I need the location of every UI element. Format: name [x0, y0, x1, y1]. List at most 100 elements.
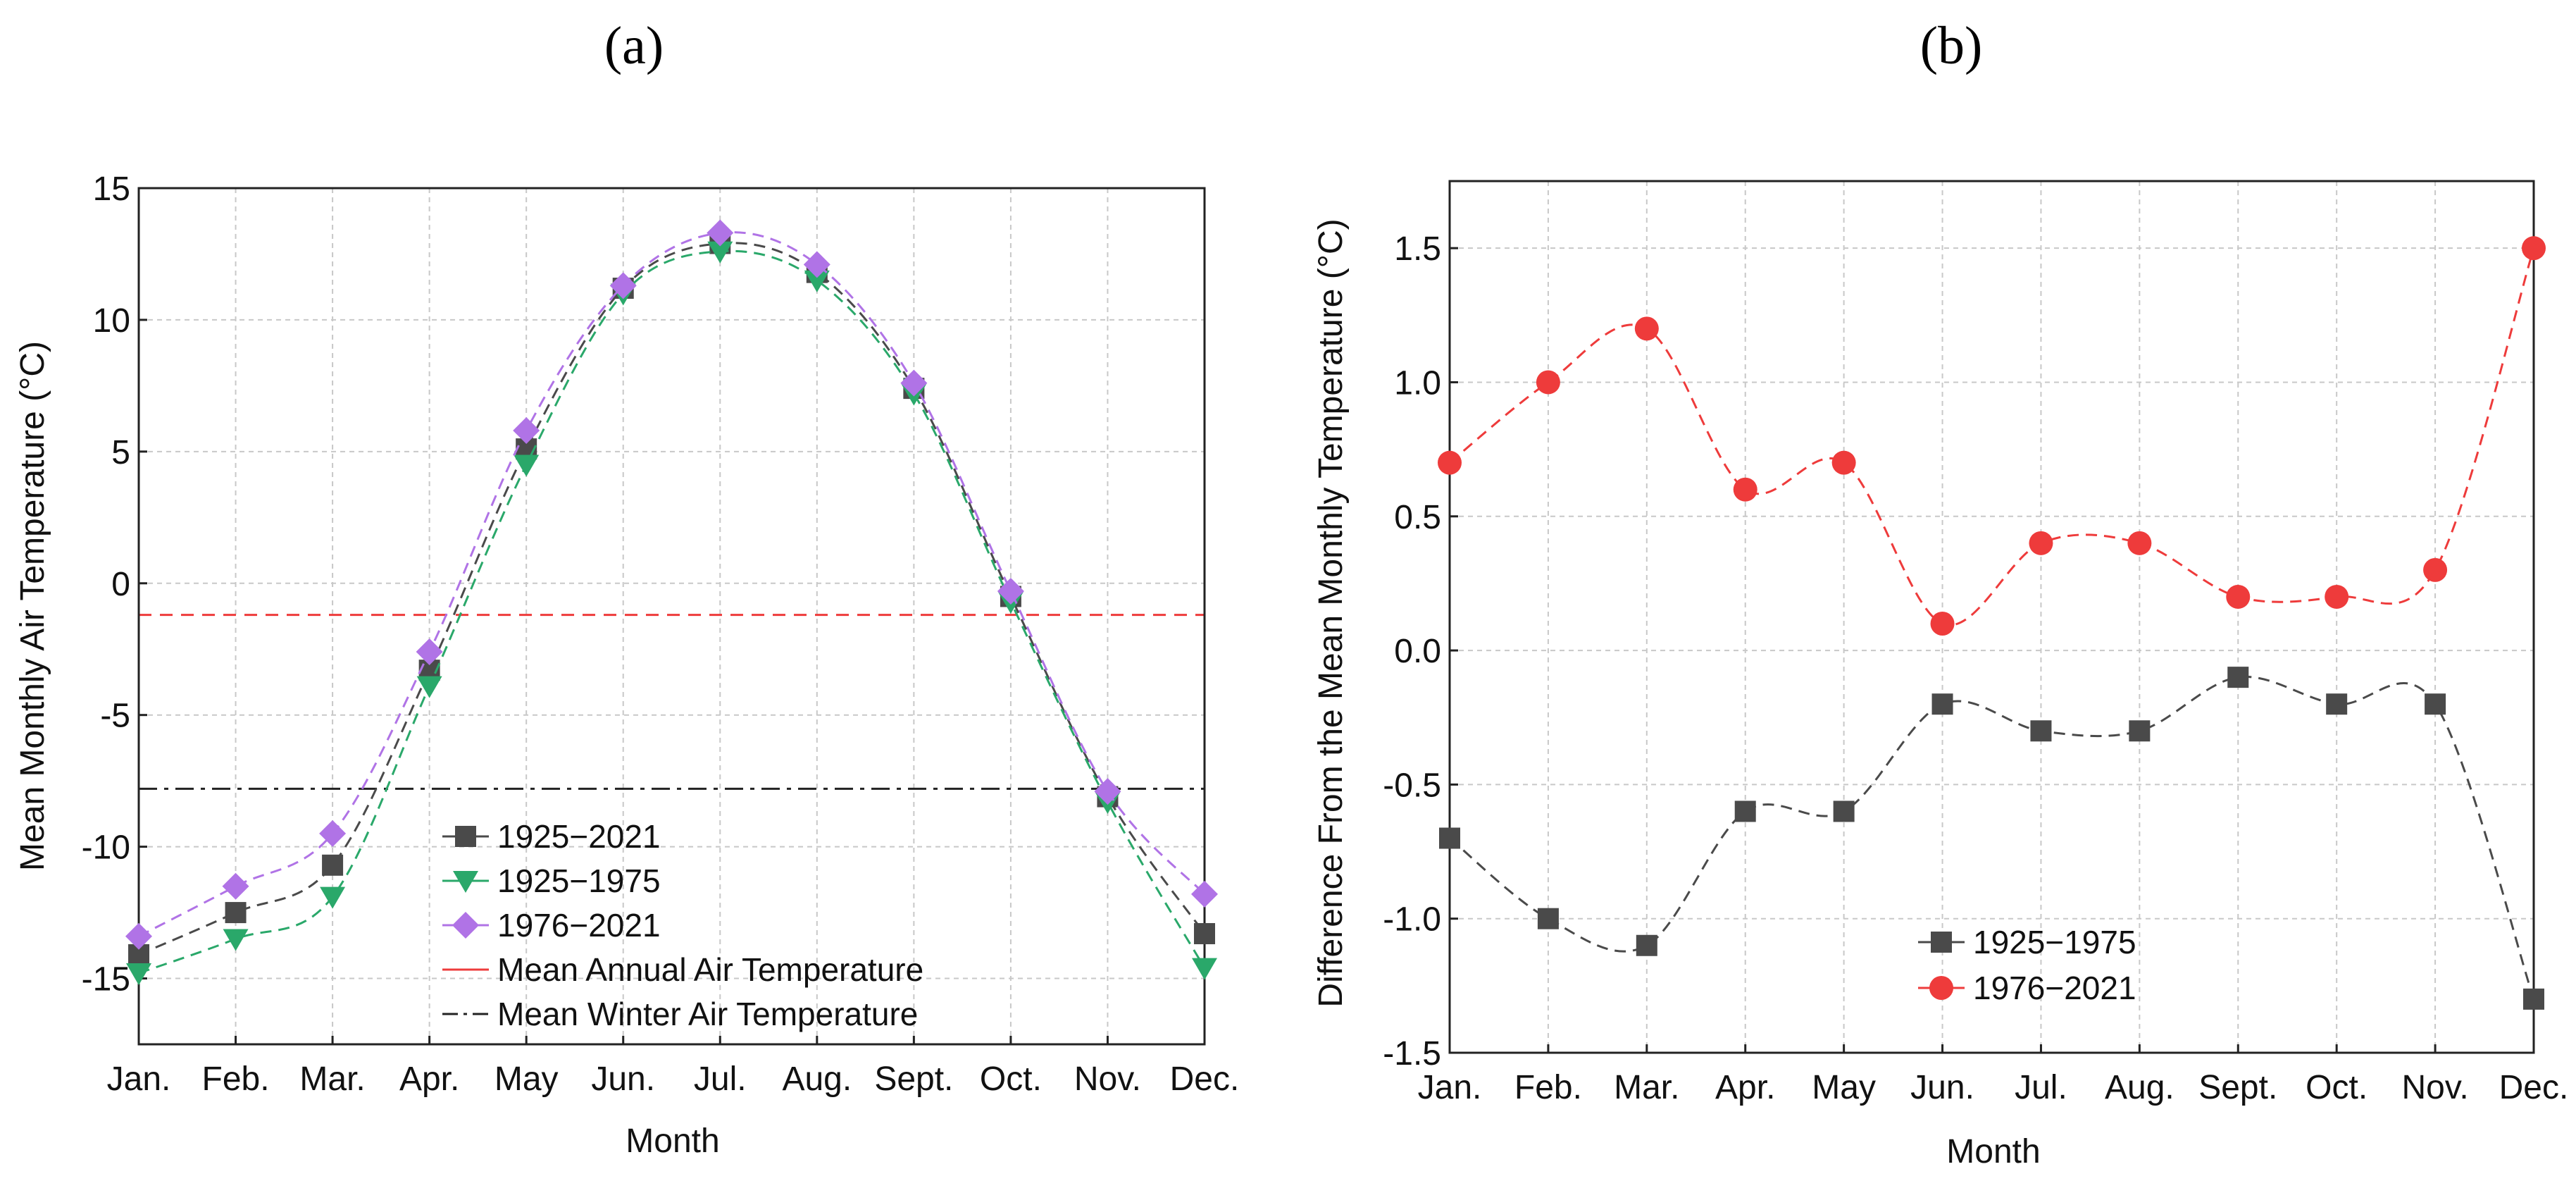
chart-b-xtick-label: Dec.: [2499, 1069, 2569, 1106]
chart-a-series-2-point: [1191, 880, 1218, 908]
chart-b-ytick-label: 0.5: [1394, 499, 1441, 536]
chart-b: Month Difference From the Mean Monthly T…: [1312, 180, 2569, 1170]
chart-a-ylabel: Mean Monthly Air Temperature (°C): [14, 341, 51, 871]
chart-a-series-2-point: [125, 922, 152, 950]
chart-b-xtick-label: Aug.: [2105, 1069, 2174, 1106]
chart-a-xtick-label: Dec.: [1170, 1061, 1240, 1098]
chart-b-series-1-point: [1831, 450, 1856, 475]
chart-a-series-2-point: [803, 251, 830, 278]
chart-a-series-1-point: [1192, 958, 1217, 980]
chart-a-series-1-point: [223, 929, 249, 951]
chart-b-xtick-label: Jul.: [2015, 1069, 2067, 1106]
chart-a-series-2-point: [222, 872, 249, 900]
chart-b-series-1-point: [2127, 531, 2152, 555]
chart-b-series-1-point: [2029, 531, 2053, 555]
chart-a-xtick-label: May: [494, 1061, 559, 1098]
chart-b-xtick-label: Oct.: [2306, 1069, 2367, 1106]
chart-a-xtick-label: Mar.: [299, 1061, 365, 1098]
chart-a-xtick-label: Oct.: [980, 1061, 1042, 1098]
chart-a-legend-label: 1976−2021: [497, 907, 661, 944]
chart-b-series-0-point: [2227, 667, 2249, 688]
chart-b-xtick-label: Jun.: [1910, 1069, 1974, 1106]
chart-a-series-2-point: [319, 820, 347, 847]
chart-a-legend-marker: [455, 826, 476, 847]
chart-b-xtick-label: Mar.: [1614, 1069, 1679, 1106]
chart-a-legend-label: 1925−1975: [497, 862, 661, 899]
chart-b-series-1-point: [1438, 450, 1462, 475]
chart-b-xtick-label: May: [1812, 1069, 1876, 1106]
chart-a-ytick-label: 10: [93, 302, 130, 340]
chart-b-legend-marker: [1931, 932, 1952, 953]
chart-a-series-line-2: [138, 231, 1206, 938]
chart-a-series-2-point: [609, 272, 637, 299]
chart-a-xtick-label: Aug.: [782, 1061, 852, 1098]
chart-a-ytick-label: -10: [82, 829, 130, 867]
chart-a-xlabel: Month: [626, 1123, 719, 1160]
chart-b-plot-frame: [1448, 180, 2535, 1054]
chart-b-series-0-point: [1833, 800, 1855, 822]
chart-a-series-1-point: [707, 241, 733, 264]
chart-b-series-0-point: [1439, 827, 1460, 849]
chart-a-series-0-point: [1194, 922, 1215, 944]
chart-a-series-2-point: [513, 416, 540, 444]
chart-b-series-1-point: [2423, 557, 2448, 582]
chart-b-series-1-point: [2226, 584, 2251, 609]
chart-b-xtick-label: Jan.: [1418, 1069, 1482, 1106]
chart-b-series-0-point: [1931, 693, 1953, 715]
chart-b-legend-marker: [1929, 976, 1953, 1000]
chart-b-xlabel: Month: [1946, 1133, 2040, 1170]
chart-a-series-1-point: [514, 455, 540, 477]
chart-b-series-0-point: [1636, 934, 1657, 956]
chart-b-series-1-point: [2522, 236, 2546, 261]
chart-a-series-2-point: [707, 219, 734, 247]
chart-b-series-0-point: [2523, 988, 2544, 1010]
chart-a-legend-label: Mean Annual Air Temperature: [497, 951, 923, 988]
chart-a-xtick-label: Apr.: [399, 1061, 459, 1098]
chart-a-series-1-point: [804, 270, 830, 292]
chart-b-grid: [1450, 181, 2534, 1053]
chart-a-legend-marker: [452, 912, 479, 939]
chart-a: Month Mean Monthly Air Temperature (°C) …: [14, 171, 1239, 1160]
chart-a-ytick-label: 5: [111, 434, 130, 471]
chart-b-series-0-point: [1734, 800, 1756, 822]
chart-b-ytick-label: 1.0: [1394, 364, 1441, 402]
chart-a-series-line-0: [138, 242, 1206, 956]
chart-b-series-0-point: [2030, 720, 2052, 742]
chart-a-legend-label: 1925−2021: [497, 818, 661, 855]
chart-a-series-0-point: [225, 902, 247, 924]
chart-b-series-line-0: [1449, 675, 2535, 1000]
chart-b-ylabel: Difference From the Mean Monthly Tempera…: [1312, 218, 1350, 1007]
chart-a-legend-marker: [453, 871, 478, 893]
chart-b-xtick-label: Sept.: [2198, 1069, 2277, 1106]
chart-b-series-1-point: [1536, 370, 1560, 395]
chart-b-ytick-label: -0.5: [1383, 767, 1441, 804]
chart-b-series-1-point: [2325, 584, 2349, 609]
chart-a-ytick-label: -5: [100, 698, 130, 735]
chart-a-series-2-point: [997, 577, 1024, 605]
chart-b-legend-label: 1925−1975: [1973, 924, 2136, 960]
chart-b-xtick-label: Apr.: [1715, 1069, 1775, 1106]
chart-a-plot-frame: [137, 187, 1206, 1046]
chart-a-series-2-point: [900, 369, 928, 397]
chart-a-legend-label: Mean Winter Air Temperature: [497, 996, 918, 1032]
chart-a-xtick-label: Feb.: [202, 1061, 270, 1098]
chart-a-series-0-point: [322, 854, 344, 876]
chart-b-series-1-point: [1733, 477, 1757, 502]
chart-a-series-2-point: [416, 638, 443, 665]
chart-a-ytick-label: 15: [93, 171, 130, 208]
chart-a-series-line-1: [138, 249, 1206, 975]
chart-b-xtick-label: Nov.: [2402, 1069, 2469, 1106]
chart-b-ytick-label: -1.0: [1383, 901, 1441, 939]
chart-b-series-1-point: [1634, 316, 1659, 341]
chart-a-series-1-point: [416, 676, 442, 698]
chart-a-series-1-point: [320, 886, 346, 909]
chart-b-series-0-point: [2425, 693, 2446, 715]
chart-a-xtick-label: Jun.: [591, 1061, 655, 1098]
chart-b-series-0-point: [1537, 908, 1559, 929]
chart-b-legend-label: 1976−2021: [1973, 970, 2136, 1006]
chart-b-series-0-point: [2326, 693, 2348, 715]
chart-b-xtick-label: Feb.: [1514, 1069, 1582, 1106]
panel-b-label: (b): [1920, 16, 1983, 75]
chart-b-ytick-label: 0.0: [1394, 633, 1441, 670]
